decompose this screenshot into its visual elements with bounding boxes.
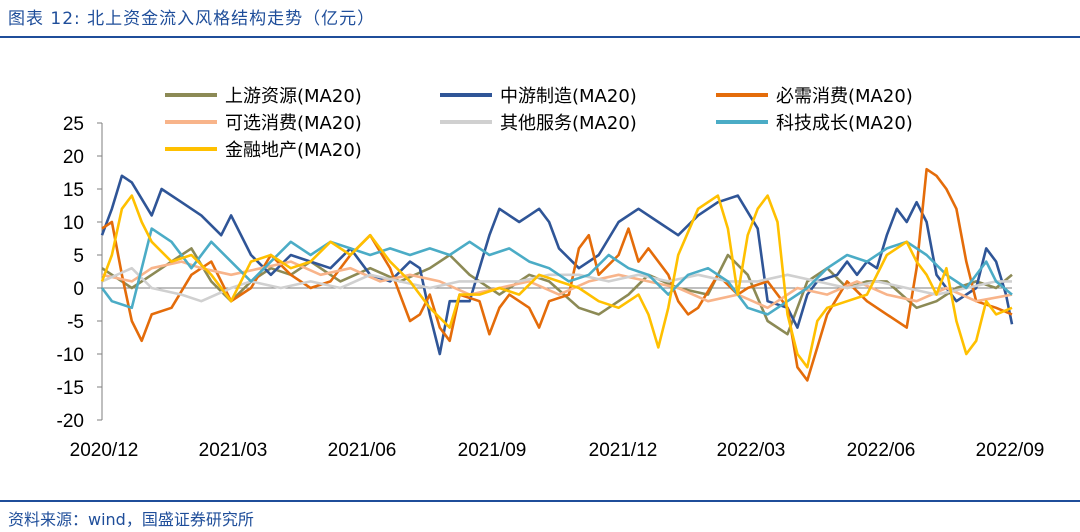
legend-label: 可选消费(MA20) (225, 113, 362, 134)
figure-title: 图表 12: 北上资金流入风格结构走势（亿元） (8, 9, 376, 29)
series-line (100, 194, 1013, 369)
series-line (101, 167, 1013, 382)
series-line (100, 174, 1014, 356)
series-line (101, 260, 1013, 310)
legend-label: 上游资源(MA20) (225, 86, 362, 107)
x-tick-label: 2022/03 (717, 440, 786, 461)
x-tick-label: 2022/06 (847, 440, 916, 461)
y-tick-label: 25 (63, 114, 84, 135)
x-tick-label: 2022/09 (976, 440, 1045, 461)
x-tick-label: 2021/06 (328, 440, 397, 461)
chart-legend: 上游资源(MA20) 中游制造(MA20) 必需消费(MA20) 可选消费(MA20)… (165, 86, 913, 161)
x-tick-label: 2020/12 (70, 440, 139, 461)
legend-label: 中游制造(MA20) (500, 86, 637, 107)
top-divider (0, 36, 1080, 38)
series-line (100, 227, 1013, 316)
bottom-divider (0, 500, 1080, 502)
legend-label: 必需消费(MA20) (776, 86, 913, 107)
x-axis: 2020/12 2021/03 2021/06 2021/09 2021/12 2022/… (70, 287, 1045, 461)
x-tick-label: 2021/12 (589, 440, 658, 461)
legend-label: 金融地产(MA20) (225, 140, 362, 161)
y-tick-label: 20 (63, 147, 84, 168)
x-tick-label: 2021/09 (458, 440, 527, 461)
series-lines (100, 167, 1014, 382)
legend-label: 其他服务(MA20) (500, 113, 637, 134)
y-tick-label: -15 (57, 378, 84, 399)
source-note: 资料来源：wind，国盛证券研究所 (8, 510, 254, 529)
y-tick-label: 15 (63, 180, 84, 201)
y-tick-label: 5 (73, 246, 84, 267)
x-tick-label: 2021/03 (199, 440, 268, 461)
legend-label: 科技成长(MA20) (776, 113, 913, 134)
y-axis: 25 20 15 10 5 0 -5 -10 -15 -20 (57, 114, 103, 432)
y-tick-label: -5 (67, 312, 84, 333)
y-tick-label: 10 (63, 213, 84, 234)
y-tick-label: 0 (73, 279, 84, 300)
y-tick-label: -10 (57, 345, 84, 366)
y-tick-label: -20 (57, 411, 84, 432)
series-line (101, 247, 1013, 336)
line-chart: 上游资源(MA20) 中游制造(MA20) 必需消费(MA20) 可选消费(MA20)… (57, 86, 1045, 461)
